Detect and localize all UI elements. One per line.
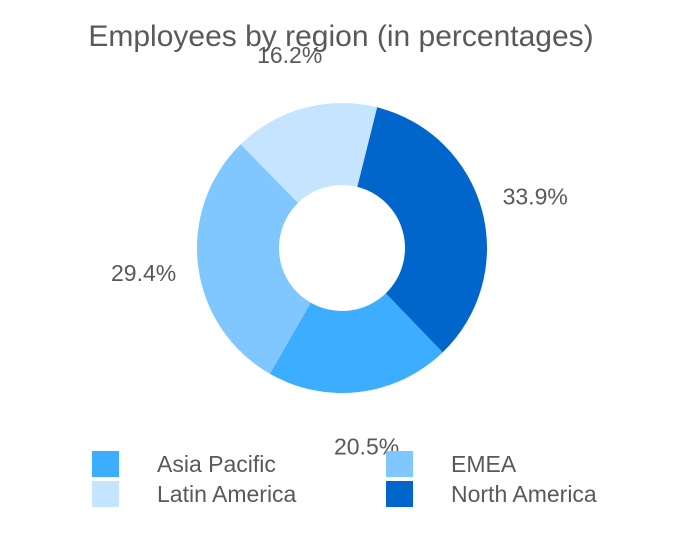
slice-north-america [357, 107, 487, 353]
chart-title: Employees by region (in percentages) [88, 20, 593, 53]
data-label-emea: 29.4% [111, 260, 176, 286]
legend-label: Asia Pacific [157, 451, 276, 477]
slice-emea [197, 144, 311, 374]
legend-swatch [92, 481, 119, 507]
legend-item-asia-pacific: Asia Pacific [92, 451, 276, 477]
slice-latin-america [240, 102, 378, 203]
data-label-north-america: 33.9% [503, 183, 568, 209]
data-label-latin-america: 16.2% [257, 42, 322, 68]
legend-item-latin-america: Latin America [92, 481, 297, 507]
legend-label: Latin America [157, 481, 297, 507]
legend-swatch [386, 451, 413, 477]
slice-asia-pacific [269, 293, 443, 393]
legend-label: EMEA [451, 451, 517, 477]
legend-item-emea: EMEA [386, 451, 517, 477]
donut-slices [197, 102, 487, 393]
legend: Asia Pacific EMEA Latin America North Ameri… [92, 451, 597, 507]
legend-swatch [386, 481, 413, 507]
legend-swatch [92, 451, 119, 477]
legend-item-north-america: North America [386, 481, 597, 507]
legend-label: North America [451, 481, 597, 507]
